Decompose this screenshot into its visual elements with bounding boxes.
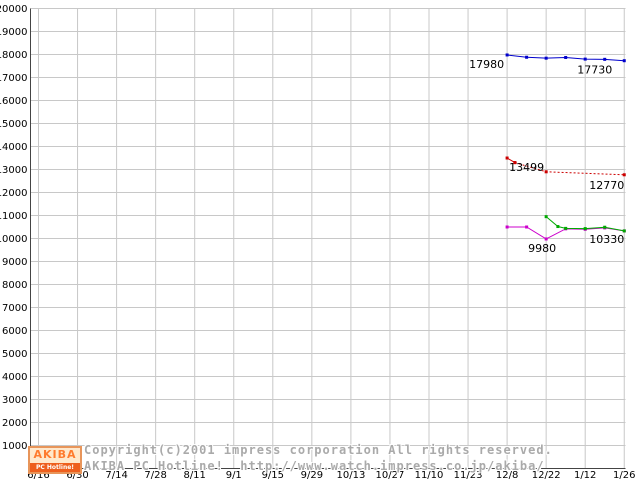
svg-text:2000: 2000 bbox=[2, 418, 27, 429]
svg-text:1/12: 1/12 bbox=[574, 470, 596, 480]
site-url-text: AKIBA PC Hotline! http://www.watch.impre… bbox=[84, 459, 545, 473]
svg-text:1/26: 1/26 bbox=[613, 470, 635, 480]
svg-text:11000: 11000 bbox=[0, 211, 28, 222]
svg-text:9/15: 9/15 bbox=[262, 470, 284, 480]
svg-text:11/23: 11/23 bbox=[454, 470, 483, 480]
svg-text:12000: 12000 bbox=[0, 188, 28, 199]
svg-text:6000: 6000 bbox=[2, 326, 27, 337]
svg-text:6/30: 6/30 bbox=[66, 470, 88, 480]
svg-text:18000: 18000 bbox=[0, 50, 28, 61]
svg-text:9/1: 9/1 bbox=[226, 470, 242, 480]
logo-title: AKIBA bbox=[33, 448, 77, 461]
svg-text:5000: 5000 bbox=[2, 349, 27, 360]
svg-text:10/27: 10/27 bbox=[376, 470, 405, 480]
svg-text:7/28: 7/28 bbox=[144, 470, 166, 480]
svg-text:10000: 10000 bbox=[0, 234, 28, 245]
svg-text:6/16: 6/16 bbox=[27, 470, 49, 480]
svg-text:9980: 9980 bbox=[528, 242, 556, 255]
copyright-text: Copyright(c)2001 impress corporation All… bbox=[84, 443, 553, 457]
svg-text:10330: 10330 bbox=[589, 233, 624, 246]
svg-text:10/13: 10/13 bbox=[336, 470, 365, 480]
svg-text:12/8: 12/8 bbox=[496, 470, 518, 480]
svg-text:12770: 12770 bbox=[589, 179, 624, 192]
svg-text:9/29: 9/29 bbox=[301, 470, 323, 480]
svg-text:19000: 19000 bbox=[0, 27, 28, 38]
svg-text:16000: 16000 bbox=[0, 96, 28, 107]
akiba-pc-hotline-logo: AKIBA PC Hotline! bbox=[28, 446, 82, 474]
svg-text:12/22: 12/22 bbox=[532, 470, 561, 480]
svg-text:17730: 17730 bbox=[577, 64, 612, 77]
logo-subtitle: PC Hotline! bbox=[30, 463, 80, 472]
svg-text:9000: 9000 bbox=[2, 257, 27, 268]
svg-text:17000: 17000 bbox=[0, 73, 28, 84]
svg-text:7000: 7000 bbox=[2, 303, 27, 314]
svg-text:13000: 13000 bbox=[0, 165, 28, 176]
svg-text:14000: 14000 bbox=[0, 142, 28, 153]
svg-text:13499: 13499 bbox=[509, 161, 544, 174]
svg-text:3000: 3000 bbox=[2, 395, 27, 406]
svg-text:15000: 15000 bbox=[0, 119, 28, 130]
svg-text:8/11: 8/11 bbox=[183, 470, 205, 480]
svg-text:4000: 4000 bbox=[2, 372, 27, 383]
svg-text:7/14: 7/14 bbox=[105, 470, 127, 480]
svg-text:8000: 8000 bbox=[2, 280, 27, 291]
svg-text:17980: 17980 bbox=[469, 58, 504, 71]
svg-text:11/10: 11/10 bbox=[415, 470, 444, 480]
svg-text:20000: 20000 bbox=[0, 4, 28, 15]
svg-text:1000: 1000 bbox=[2, 441, 27, 452]
